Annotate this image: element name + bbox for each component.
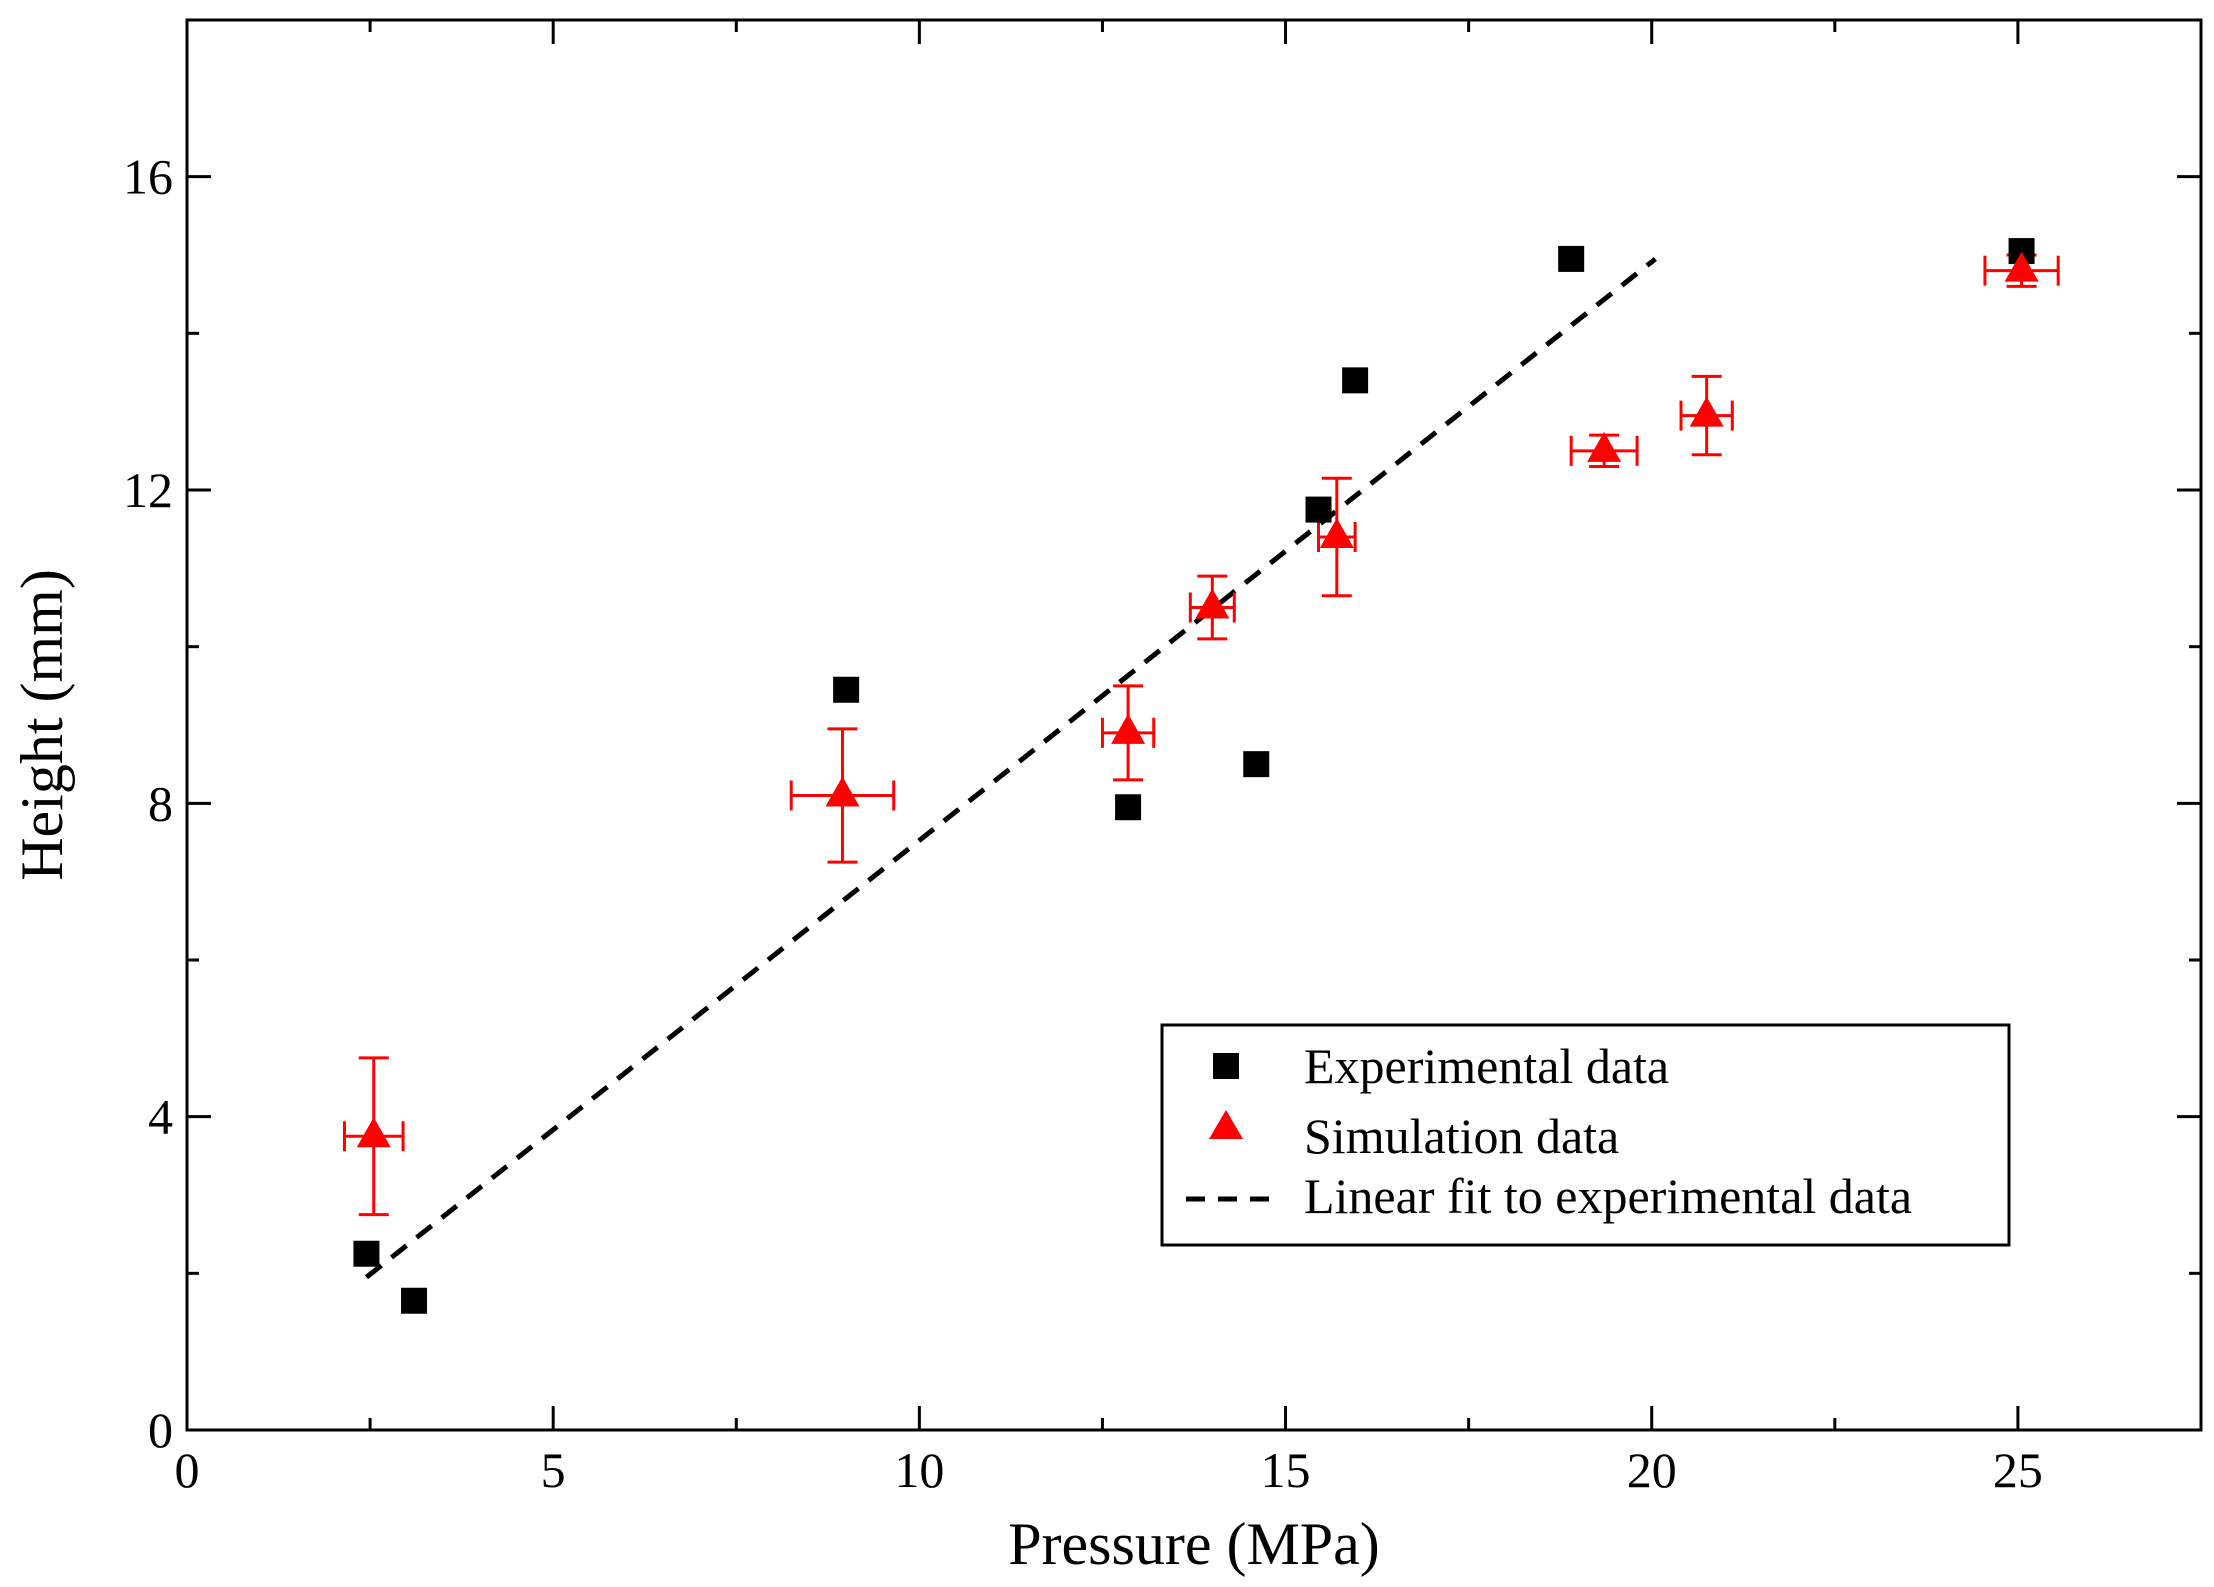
y-tick-label: 4 [148, 1089, 173, 1145]
y-tick-label: 8 [148, 775, 173, 831]
simulation-point [1319, 518, 1354, 548]
experimental-point [1342, 367, 1369, 394]
experimental-point [1305, 496, 1332, 523]
x-tick-label: 25 [1993, 1442, 2043, 1498]
legend-label-fit: Linear fit to experimental data [1304, 1168, 1912, 1224]
x-tick-label: 5 [541, 1442, 566, 1498]
experimental-point [1243, 751, 1270, 778]
y-axis-title: Height (mm) [9, 569, 75, 881]
simulation-point [356, 1117, 391, 1148]
legend-box [1160, 1023, 2011, 1247]
y-tick-label: 16 [123, 149, 173, 205]
plot-frame [185, 18, 2203, 1432]
simulation-point [2004, 251, 2039, 282]
fit-line [364, 256, 1657, 1280]
x-tick-label: 10 [894, 1442, 944, 1498]
legend: Experimental data Simulation data Linear… [1160, 1023, 2011, 1247]
experimental-point [1115, 794, 1142, 821]
x-axis-title: Pressure (MPa) [1008, 1511, 1380, 1577]
legend-label-experimental: Experimental data [1304, 1038, 1669, 1094]
y-tick-label: 0 [148, 1402, 173, 1458]
legend-label-simulation: Simulation data [1304, 1108, 1619, 1164]
legend-marker-simulation [1209, 1110, 1243, 1139]
experimental-point [353, 1240, 380, 1267]
y-tick-label: 12 [123, 462, 173, 518]
experimental-point [1558, 245, 1585, 272]
simulation-point [1111, 713, 1146, 744]
data-markers [353, 238, 2039, 1314]
legend-marker-experimental [1213, 1053, 1239, 1079]
simulation-point [825, 776, 860, 807]
experimental-point [401, 1287, 428, 1314]
x-tick-label: 20 [1627, 1442, 1677, 1498]
simulation-point [1587, 431, 1622, 462]
simulation-point [1195, 588, 1230, 619]
x-tick-label: 0 [175, 1442, 200, 1498]
tick-labels: 0 5 10 15 20 25 0 4 8 12 16 [123, 149, 2043, 1498]
experimental-point [833, 676, 860, 703]
simulation-point [1689, 396, 1724, 427]
x-tick-label: 15 [1261, 1442, 1311, 1498]
fit-line-layer [364, 256, 1657, 1280]
